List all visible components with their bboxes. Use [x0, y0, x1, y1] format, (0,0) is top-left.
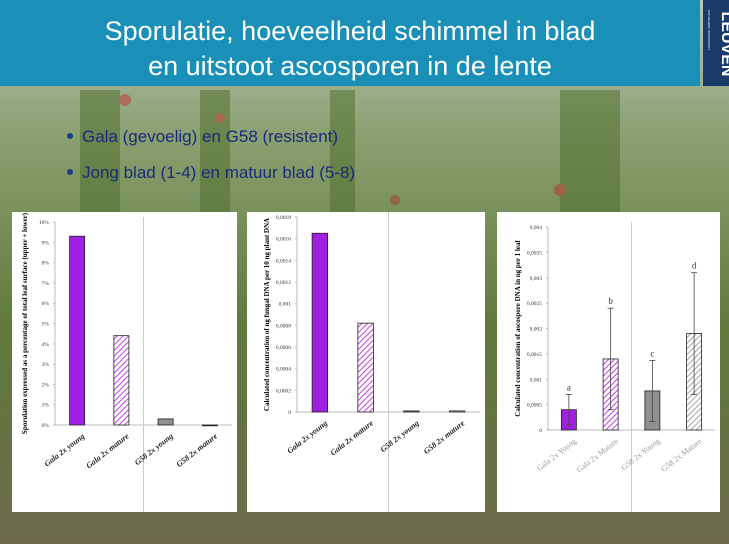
y-tick-label: 2% — [42, 382, 50, 388]
bar — [157, 418, 174, 426]
title-bar — [0, 0, 700, 86]
y-tick-label: 0,0016 — [276, 237, 291, 243]
bar — [311, 232, 329, 413]
bullet-dot — [67, 169, 73, 175]
y-tick-label: 8% — [42, 261, 50, 267]
y-tick-label: 0,003 — [530, 276, 543, 282]
significance-letter: c — [650, 348, 654, 358]
y-tick-label: 0,0012 — [276, 280, 291, 286]
y-axis-label: Calculated concentration of ascospore DN… — [514, 240, 522, 417]
y-tick-label: 0 — [539, 428, 542, 434]
y-tick-label: 1% — [42, 403, 50, 409]
slide-title: Sporulatie, hoeveelheid schimmel in blad — [105, 16, 596, 46]
bar — [448, 410, 466, 413]
y-tick-label: 0,0006 — [276, 345, 291, 351]
y-tick-label: 0,0018 — [276, 215, 291, 221]
bar — [69, 235, 86, 426]
y-axis-label: Calculated concentration of ng fungal DN… — [263, 218, 271, 411]
y-tick-label: 3% — [42, 362, 50, 368]
y-tick-label: 0 — [288, 410, 291, 416]
y-tick-label: 0,0025 — [527, 301, 542, 307]
bullet-dot — [67, 133, 73, 139]
y-tick-label: 0% — [42, 423, 50, 429]
y-tick-label: 0,0004 — [276, 367, 291, 373]
bar — [403, 410, 420, 413]
y-tick-label: 9% — [42, 240, 50, 246]
y-tick-label: 7% — [42, 281, 50, 287]
significance-letter: b — [608, 296, 613, 306]
y-tick-label: 4% — [42, 342, 50, 348]
significance-letter: d — [692, 261, 697, 271]
bullet: Jong blad (1-4) en matuur blad (5-8) — [82, 163, 355, 182]
bar — [357, 322, 374, 413]
y-tick-label: 6% — [42, 301, 50, 307]
y-tick-label: 0,0002 — [276, 388, 291, 394]
bullet: Gala (gevoelig) en G58 (resistent) — [82, 127, 338, 146]
significance-letter: a — [567, 382, 571, 392]
y-tick-label: 0,0014 — [276, 258, 291, 264]
y-tick-label: 0,004 — [530, 225, 543, 231]
y-tick-label: 5% — [42, 322, 50, 328]
y-tick-label: 0,001 — [530, 377, 543, 383]
y-tick-label: 0,0008 — [276, 323, 291, 329]
y-tick-label: 0,0005 — [527, 403, 542, 409]
bar — [201, 424, 218, 427]
y-axis-label: Sporulation expressed as a percentage of… — [21, 212, 29, 434]
y-tick-label: 0,001 — [279, 302, 292, 308]
slide-title: en uitstoot ascosporen in de lente — [148, 51, 552, 81]
y-tick-label: 0,0035 — [527, 250, 542, 256]
y-tick-label: 10% — [39, 220, 50, 226]
logo-sub: KATHOLIEKE UNIVERSITEIT — [707, 10, 711, 50]
logo-name: LEUVEN — [718, 12, 729, 77]
y-tick-label: 0,002 — [530, 327, 543, 333]
y-tick-label: 0,0015 — [527, 352, 542, 358]
logo — [703, 0, 729, 86]
bar — [113, 335, 130, 426]
